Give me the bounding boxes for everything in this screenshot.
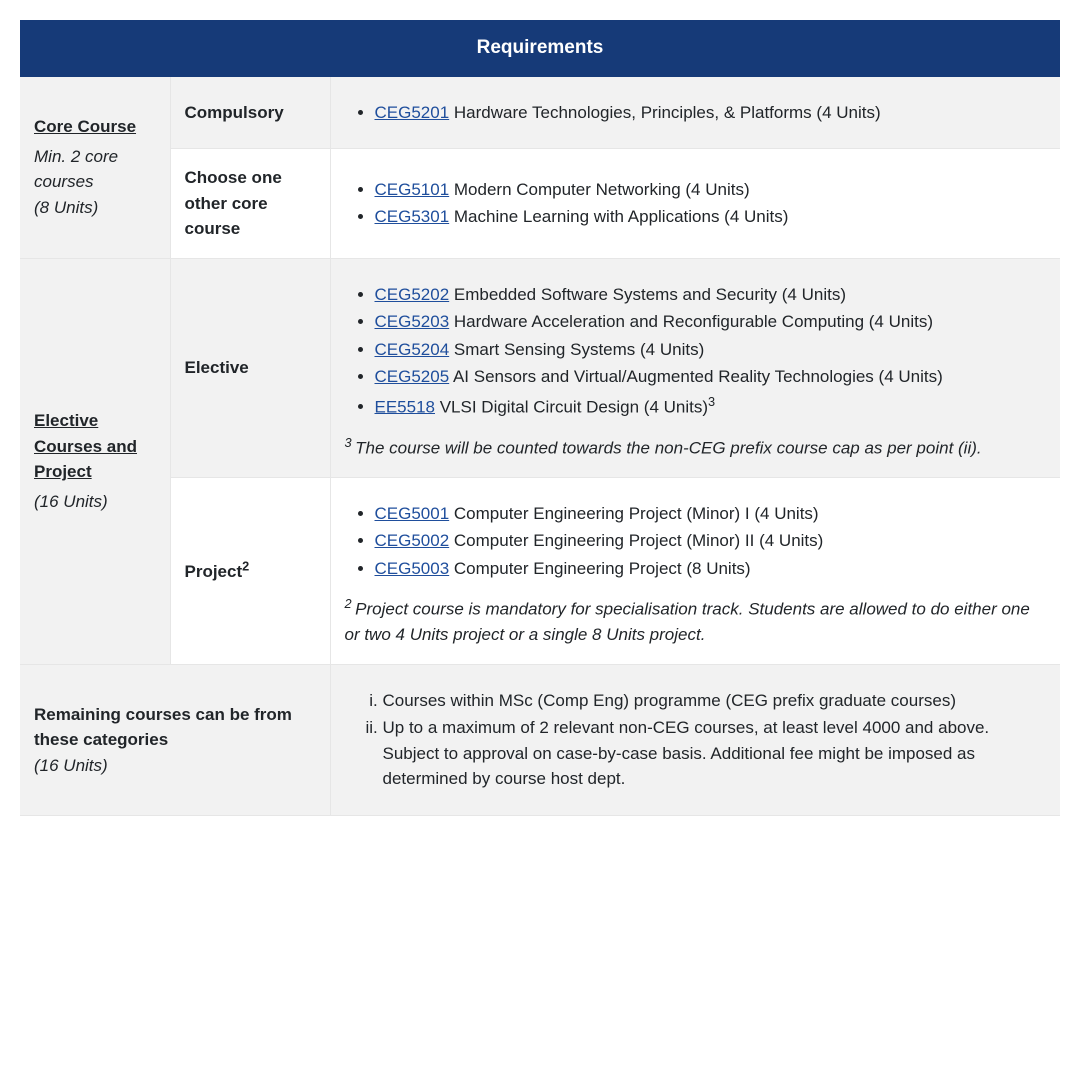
subcategory-cell: Compulsory (170, 77, 330, 149)
course-link-ceg5205[interactable]: CEG5205 (375, 367, 450, 386)
course-item: CEG5201 Hardware Technologies, Principle… (375, 99, 1047, 127)
course-desc: Computer Engineering Project (Minor) I (… (449, 504, 818, 523)
course-list: CEG5201 Hardware Technologies, Principle… (345, 99, 1047, 127)
course-item: CEG5202 Embedded Software Systems and Se… (375, 281, 1047, 309)
category-cell-elective: Elective Courses and Project (16 Units) (20, 258, 170, 664)
remaining-subtitle: (16 Units) (34, 753, 316, 779)
remaining-category-cell: Remaining courses can be from these cate… (20, 664, 330, 815)
course-desc: Machine Learning with Applications (4 Un… (449, 207, 788, 226)
course-list: CEG5001 Computer Engineering Project (Mi… (345, 500, 1047, 583)
remaining-title: Remaining courses can be from these cate… (34, 702, 316, 753)
footnote-sup: 3 (345, 435, 356, 450)
requirements-table: Requirements Core CourseMin. 2 core cour… (20, 20, 1060, 816)
table-header: Requirements (20, 20, 1060, 77)
course-item: CEG5002 Computer Engineering Project (Mi… (375, 527, 1047, 555)
category-subtitle: (8 Units) (34, 195, 156, 221)
course-link-ceg5202[interactable]: CEG5202 (375, 285, 450, 304)
subcategory-label: Elective (185, 358, 249, 377)
subcategory-cell: Choose one other core course (170, 149, 330, 259)
course-desc: Computer Engineering Project (Minor) II … (449, 531, 823, 550)
table-row: Project2 CEG5001 Computer Engineering Pro… (20, 477, 1060, 664)
course-link-ceg5203[interactable]: CEG5203 (375, 312, 450, 331)
subcategory-cell: Elective (170, 258, 330, 477)
footnote: 2 Project course is mandatory for specia… (345, 594, 1047, 648)
subcategory-sup: 2 (242, 559, 249, 574)
course-link-ceg5101[interactable]: CEG5101 (375, 180, 450, 199)
course-item: CEG5203 Hardware Acceleration and Reconf… (375, 308, 1047, 336)
course-item: EE5518 VLSI Digital Circuit Design (4 Un… (375, 391, 1047, 421)
course-item: CEG5301 Machine Learning with Applicatio… (375, 203, 1047, 231)
subcategory-label: Choose one other core course (185, 168, 282, 238)
subcategory-cell: Project2 (170, 477, 330, 664)
course-desc: Smart Sensing Systems (4 Units) (449, 340, 704, 359)
course-item: CEG5204 Smart Sensing Systems (4 Units) (375, 336, 1047, 364)
footnote-sup: 2 (345, 596, 356, 611)
subcategory-label: Compulsory (185, 103, 284, 122)
course-item: CEG5205 AI Sensors and Virtual/Augmented… (375, 363, 1047, 391)
course-desc: Hardware Acceleration and Reconfigurable… (449, 312, 933, 331)
course-item: CEG5001 Computer Engineering Project (Mi… (375, 500, 1047, 528)
content-cell: CEG5201 Hardware Technologies, Principle… (330, 77, 1060, 149)
table-row: Core CourseMin. 2 core courses(8 Units)C… (20, 77, 1060, 149)
category-subtitle: (16 Units) (34, 489, 156, 515)
content-cell: CEG5101 Modern Computer Networking (4 Un… (330, 149, 1060, 259)
category-cell-core: Core Course Min. 2 core courses(8 Units) (20, 77, 170, 259)
course-item: CEG5101 Modern Computer Networking (4 Un… (375, 176, 1047, 204)
course-link-ceg5003[interactable]: CEG5003 (375, 559, 450, 578)
course-link-ceg5201[interactable]: CEG5201 (375, 103, 450, 122)
content-cell: CEG5001 Computer Engineering Project (Mi… (330, 477, 1060, 664)
table-row-remaining: Remaining courses can be from these cate… (20, 664, 1060, 815)
course-desc: Hardware Technologies, Principles, & Pla… (449, 103, 880, 122)
course-desc: VLSI Digital Circuit Design (4 Units) (435, 397, 708, 416)
table-row: Elective Courses and Project(16 Units)El… (20, 258, 1060, 477)
remaining-item: Up to a maximum of 2 relevant non-CEG co… (383, 714, 1047, 793)
course-list: CEG5101 Modern Computer Networking (4 Un… (345, 176, 1047, 231)
course-link-ceg5002[interactable]: CEG5002 (375, 531, 450, 550)
course-sup: 3 (708, 394, 715, 409)
remaining-item: Courses within MSc (Comp Eng) programme … (383, 687, 1047, 715)
course-item: CEG5003 Computer Engineering Project (8 … (375, 555, 1047, 583)
category-title: Elective Courses and Project (34, 408, 156, 485)
course-link-ee5518[interactable]: EE5518 (375, 397, 436, 416)
course-desc: Computer Engineering Project (8 Units) (449, 559, 750, 578)
remaining-list: Courses within MSc (Comp Eng) programme … (345, 687, 1047, 793)
category-title: Core Course (34, 114, 156, 140)
course-link-ceg5204[interactable]: CEG5204 (375, 340, 450, 359)
category-subtitle: Min. 2 core courses (34, 144, 156, 195)
course-desc: AI Sensors and Virtual/Augmented Reality… (449, 367, 943, 386)
content-cell: CEG5202 Embedded Software Systems and Se… (330, 258, 1060, 477)
course-desc: Embedded Software Systems and Security (… (449, 285, 846, 304)
course-desc: Modern Computer Networking (4 Units) (449, 180, 749, 199)
footnote: 3 The course will be counted towards the… (345, 433, 1047, 461)
remaining-content-cell: Courses within MSc (Comp Eng) programme … (330, 664, 1060, 815)
course-link-ceg5301[interactable]: CEG5301 (375, 207, 450, 226)
course-link-ceg5001[interactable]: CEG5001 (375, 504, 450, 523)
subcategory-label: Project2 (185, 562, 250, 581)
table-row: Choose one other core course CEG5101 Mode… (20, 149, 1060, 259)
course-list: CEG5202 Embedded Software Systems and Se… (345, 281, 1047, 421)
